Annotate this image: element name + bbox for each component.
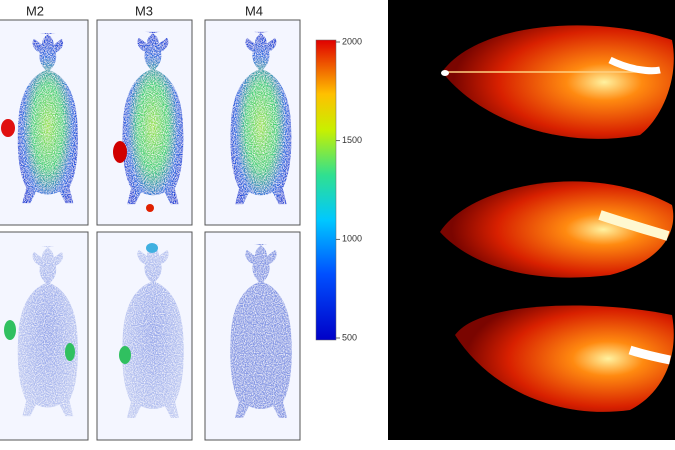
leaves bbox=[440, 25, 674, 412]
leaf-streak bbox=[598, 210, 670, 241]
colorbar-tick-label: 2000 bbox=[342, 36, 362, 46]
leaf-tip bbox=[441, 70, 449, 76]
panel-label: M4 bbox=[245, 3, 263, 18]
hot-spot bbox=[146, 204, 154, 212]
colorbar bbox=[315, 39, 337, 341]
leaf-streak bbox=[628, 345, 671, 365]
colorbar-tick-label: 500 bbox=[342, 332, 357, 342]
leaf bbox=[440, 181, 674, 278]
spot bbox=[65, 343, 75, 361]
leaf-streak bbox=[608, 56, 661, 75]
hot-spot bbox=[1, 119, 15, 137]
panel-label: M3 bbox=[135, 3, 153, 18]
spot bbox=[146, 243, 158, 253]
leaf bbox=[455, 305, 674, 412]
leaf bbox=[442, 25, 674, 139]
colorbar-tick-label: 1500 bbox=[342, 135, 362, 145]
hot-spot bbox=[113, 141, 127, 163]
colorbar-tick-label: 1000 bbox=[342, 234, 362, 244]
panel-label: M2 bbox=[26, 3, 44, 18]
spot bbox=[4, 320, 16, 340]
spot bbox=[119, 346, 131, 364]
